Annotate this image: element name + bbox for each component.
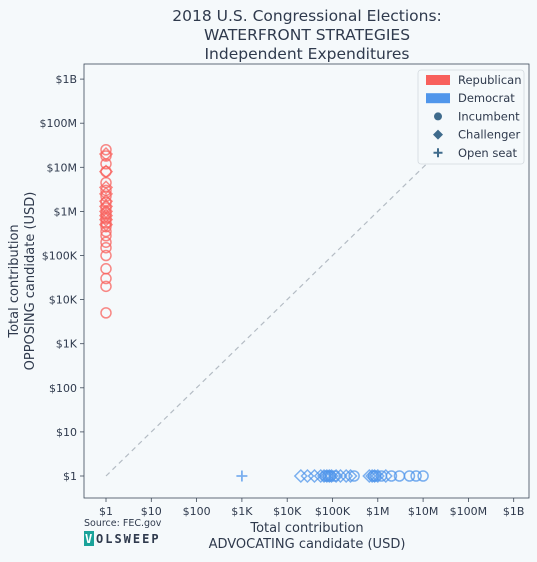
legend-label: Incumbent (458, 109, 520, 123)
source-note: Source: FEC.gov (84, 518, 162, 529)
x-tick-label: $100K (315, 505, 351, 518)
legend-marker-plus (433, 148, 443, 158)
diagonal-reference-line (105, 122, 469, 477)
y-axis-ticks: $1 $10 $100 $1K $10K $100K $1M $10M $100M $1B (40, 73, 84, 483)
legend-label: Democrat (458, 91, 515, 105)
data-point-republican-circle (100, 158, 112, 170)
y-tick-label: $100K (42, 250, 78, 263)
y-tick-label: $100M (40, 117, 78, 130)
data-point-republican-circle (100, 241, 112, 254)
x-axis-title-line-2: ADVOCATING candidate (USD) (209, 537, 406, 552)
brand-logo: V OLSWEEP (84, 531, 161, 546)
legend-label: Republican (458, 73, 522, 87)
data-point-democrat-circle (385, 470, 398, 482)
title-line-1: 2018 U.S. Congressional Elections: (172, 7, 442, 25)
title-line-3: Independent Expenditures (204, 45, 409, 63)
x-tick-label: $1M (366, 505, 390, 518)
y-tick-label: $10 (56, 426, 77, 439)
data-point-republican-diamond (98, 180, 114, 195)
y-tick-label: $1K (56, 338, 78, 351)
brand-logo-wordmark: OLSWEEP (96, 532, 161, 546)
data-point-democrat-circle (417, 470, 429, 482)
x-tick-label: $10K (273, 505, 302, 518)
legend-marker-diamond (433, 129, 443, 140)
data-point-republican-circle (100, 144, 112, 156)
brand-logo-initial: V (85, 532, 94, 546)
data-points (98, 144, 429, 484)
y-tick-label: $1 (63, 470, 77, 483)
y-tick-label: $100 (49, 382, 77, 395)
data-point-democrat-plus (236, 470, 248, 482)
legend-swatch-republican (426, 75, 450, 85)
legend-label: Open seat (458, 146, 517, 160)
data-point-democrat-diamond (293, 468, 308, 484)
y-tick-label: $10M (47, 161, 78, 174)
title-line-2: WATERFRONT STRATEGIES (204, 26, 410, 44)
data-point-republican-diamond (98, 186, 114, 201)
data-point-democrat-diamond (333, 468, 348, 484)
data-point-democrat-circle (348, 470, 360, 482)
chart-title: 2018 U.S. Congressional Elections: WATER… (172, 7, 442, 63)
data-point-republican-diamond (98, 194, 114, 209)
y-tick-label: $10K (49, 294, 78, 307)
data-point-republican-circle (100, 307, 112, 319)
y-axis-title-line-2: OPPOSING candidate (USD) (23, 192, 38, 371)
legend-label: Challenger (458, 128, 520, 142)
x-tick-label: $10M (408, 505, 439, 518)
data-point-democrat-diamond (307, 468, 322, 484)
y-axis-title-line-1: Total contribution (7, 224, 22, 338)
x-tick-label: $1B (503, 505, 525, 518)
legend-swatch-democrat (426, 93, 450, 104)
x-tick-label: $10 (141, 505, 162, 518)
x-tick-label: $100M (450, 505, 488, 518)
data-point-republican-circle (100, 249, 112, 262)
data-point-democrat-diamond (378, 468, 393, 484)
y-tick-label: $1M (54, 205, 78, 218)
plot-frame (83, 63, 530, 499)
x-axis-title-line-1: Total contribution (249, 521, 363, 536)
x-tick-label: $100 (183, 505, 211, 518)
x-axis-title: Total contribution ADVOCATING candidate … (209, 521, 406, 552)
legend: Republican Democrat Incumbent Challenger Ope… (417, 69, 525, 165)
y-tick-label: $1B (55, 73, 77, 86)
data-point-republican-diamond (98, 146, 114, 162)
brand-logo-badge (84, 531, 94, 546)
data-point-democrat-circle (403, 470, 416, 482)
data-point-democrat-diamond (343, 468, 358, 484)
y-axis-title: Total contribution OPPOSING candidate (U… (7, 192, 38, 371)
data-point-democrat-circle (410, 470, 422, 482)
data-point-republican-diamond (98, 199, 114, 214)
x-tick-label: $1K (231, 505, 253, 518)
data-point-democrat-circle (324, 470, 337, 482)
data-point-republican-diamond (98, 164, 114, 179)
data-point-republican-circle (100, 263, 112, 275)
legend-marker-circle (434, 112, 442, 121)
data-point-republican-circle (100, 280, 112, 293)
data-point-democrat-circle (328, 470, 341, 482)
data-point-democrat-circle (369, 470, 382, 482)
x-tick-label: $1 (99, 505, 113, 518)
x-axis-ticks: $1 $10 $100 $1K $10K $100K $1M $10M $100M $1B (99, 498, 524, 518)
